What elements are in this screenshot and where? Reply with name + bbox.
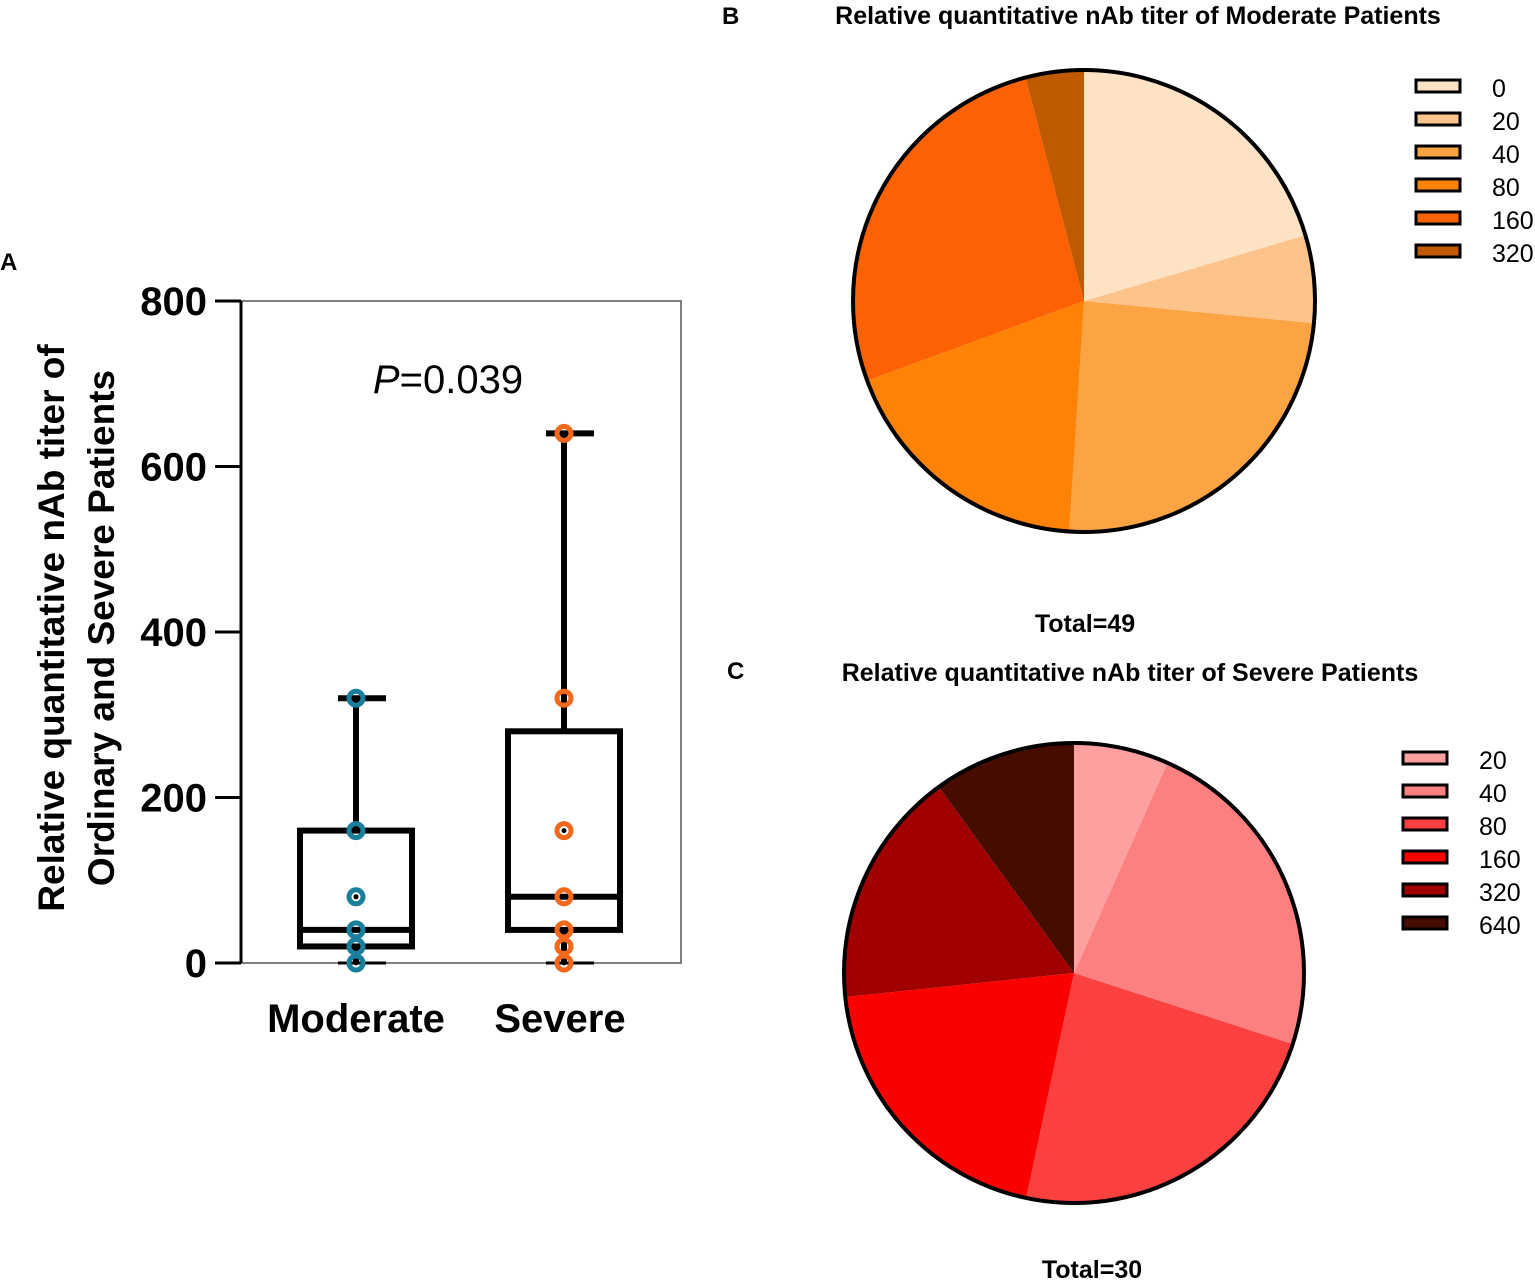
data-point-center-severe [561,943,567,949]
pie-total-moderate: Total=49 [1035,610,1135,638]
y-tick-label: 800 [140,280,207,324]
y-tick-label: 0 [185,942,207,986]
pie-slice-moderate-320 [1025,70,1084,301]
data-point-severe [554,920,574,940]
legend-swatch-moderate-320 [1414,243,1462,259]
data-point-moderate [346,936,366,956]
data-point-severe [554,887,574,907]
pie-slice-severe-640 [938,743,1074,973]
pie-chart-severe: Relative quantitative nAb titer of Sever… [842,659,1521,1280]
legend-swatch-moderate-160 [1414,210,1462,226]
x-tick-label-severe: Severe [494,997,625,1041]
legend-label-severe-40: 40 [1479,780,1507,808]
legend-label-severe-160: 160 [1479,846,1521,874]
legend-moderate: 0 20 40 80 160 320 [1414,75,1534,268]
y-tick-label: 400 [140,611,207,655]
legend-swatch-severe-40 [1401,783,1449,799]
data-point-center-moderate [353,894,359,900]
y-ticks: 0 200 400 600 800 [140,280,241,986]
pie-slices-severe [842,741,1306,1205]
pie-outline-severe [842,741,1306,1205]
legend-swatch-severe-320 [1401,882,1449,898]
legend-label-severe-640: 640 [1479,912,1521,940]
legend-swatch-moderate-80 [1414,177,1462,193]
data-point-center-severe [561,828,567,834]
legend-label-moderate-160: 160 [1492,207,1534,235]
pie-slice-severe-160 [845,973,1074,1198]
pie-slice-severe-40 [1074,762,1304,1045]
data-point-center-moderate [353,960,359,966]
pie-slices-moderate [851,68,1317,534]
data-point-severe [554,953,574,973]
data-point-center-severe [561,927,567,933]
legend-label-severe-20: 20 [1479,747,1507,775]
legend-swatch-moderate-20 [1414,111,1462,127]
y-tick-label: 200 [140,777,207,821]
data-point-center-severe [561,960,567,966]
data-point-center-moderate [353,828,359,834]
pie-slice-moderate-40 [1069,301,1314,532]
legend-label-moderate-80: 80 [1492,174,1520,202]
x-tick-label-moderate: Moderate [267,997,445,1041]
legend-label-moderate-40: 40 [1492,141,1520,169]
data-point-center-moderate [353,943,359,949]
y-axis-label-line-2: Ordinary and Severe Patients [81,370,122,886]
box-plot: 0 200 400 600 800 Relative quantitative nAb … [31,280,682,1041]
pie-slice-moderate-80 [867,301,1084,532]
data-point-severe [554,423,574,443]
pie-slice-severe-320 [844,786,1074,998]
data-point-severe [554,821,574,841]
data-point-moderate [346,920,366,940]
pie-title-moderate: Relative quantitative nAb titer of Moder… [835,2,1441,30]
data-point-center-severe [561,430,567,436]
data-point-center-moderate [353,927,359,933]
legend-swatch-severe-80 [1401,816,1449,832]
panel-label-a: A [0,249,17,276]
legend-label-severe-320: 320 [1479,879,1521,907]
y-tick-label: 600 [140,446,207,490]
data-point-center-moderate [353,695,359,701]
data-point-moderate [346,821,366,841]
data-point-moderate [346,887,366,907]
legend-label-moderate-320: 320 [1492,240,1534,268]
data-point-center-severe [561,894,567,900]
pie-slice-moderate-160 [853,77,1084,381]
panel-label-c: C [727,658,744,685]
pie-slice-moderate-20 [1084,235,1315,324]
legend-label-severe-80: 80 [1479,813,1507,841]
legend-label-moderate-20: 20 [1492,108,1520,136]
legend-swatch-severe-160 [1401,849,1449,865]
pie-slice-severe-20 [1074,742,1168,973]
p-value-annotation: P=0.039 [373,358,523,402]
y-axis-label-line-1: Relative quantitative nAb titer of [31,344,72,912]
boxes [297,423,623,973]
legend-severe: 20 40 80 160 320 640 [1401,747,1521,940]
legend-swatch-moderate-40 [1414,144,1462,160]
pie-title-severe: Relative quantitative nAb titer of Sever… [842,659,1419,687]
legend-label-moderate-0: 0 [1492,75,1506,103]
pie-total-severe: Total=30 [1042,1256,1142,1280]
legend-swatch-moderate-0 [1414,78,1462,94]
pie-slice-moderate-0 [1084,70,1306,301]
legend-swatch-severe-640 [1401,915,1449,931]
data-point-center-severe [561,695,567,701]
data-point-moderate [346,953,366,973]
data-point-severe [554,936,574,956]
data-point-severe [554,688,574,708]
data-point-moderate [346,688,366,708]
panel-label-b: B [722,3,739,30]
pie-outline-moderate [851,68,1317,534]
pie-chart-moderate: Relative quantitative nAb titer of Moder… [835,2,1534,638]
legend-swatch-severe-20 [1401,750,1449,766]
